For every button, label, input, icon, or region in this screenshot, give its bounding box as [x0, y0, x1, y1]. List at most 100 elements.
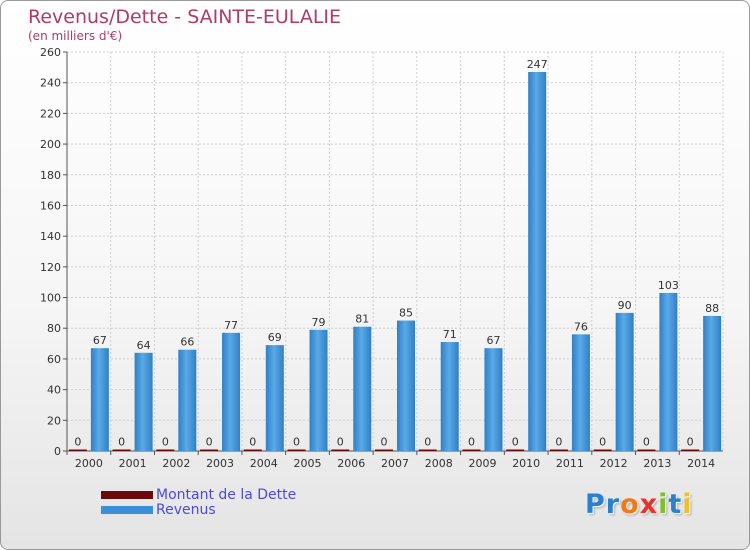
- x-tick-label: 2010: [512, 457, 540, 470]
- legend-swatch-dette: [101, 491, 153, 499]
- x-tick-label: 2004: [250, 457, 278, 470]
- data-label-dette: 0: [555, 436, 562, 449]
- bar-revenus: [222, 332, 241, 451]
- y-tick-label: 240: [40, 77, 61, 90]
- data-label-revenus: 67: [93, 334, 107, 347]
- data-label-revenus: 247: [527, 58, 548, 71]
- data-label-dette: 0: [118, 436, 125, 449]
- data-label-dette: 0: [337, 436, 344, 449]
- bar-revenus: [178, 349, 197, 451]
- x-tick-label: 2006: [337, 457, 365, 470]
- bar-dette: [549, 449, 568, 451]
- bar-dette: [637, 449, 656, 451]
- y-tick-label: 0: [54, 445, 61, 458]
- bar-dette: [68, 449, 87, 451]
- logo-letter: r: [605, 489, 621, 520]
- x-tick-label: 2002: [162, 457, 190, 470]
- bar-revenus: [659, 292, 678, 451]
- labels: 0 20 40 60 80 100 120 140 160 180 200 220 240 260 2000…: [40, 46, 719, 470]
- bar-revenus: [484, 348, 503, 451]
- data-label-dette: 0: [293, 436, 300, 449]
- x-tick-label: 2008: [425, 457, 453, 470]
- logo-letter: P: [585, 489, 606, 520]
- y-tick-label: 140: [40, 230, 61, 243]
- bar-dette: [375, 449, 393, 451]
- bar-revenus: [703, 315, 722, 451]
- legend-label-revenus: Revenus: [156, 502, 216, 518]
- y-tick-label: 160: [40, 199, 61, 212]
- y-tick-label: 80: [47, 322, 61, 335]
- bar-revenus: [397, 320, 415, 451]
- x-tick-label: 2012: [600, 457, 628, 470]
- bar-revenus: [615, 312, 634, 451]
- legend-label-dette: Montant de la Dette: [156, 487, 297, 503]
- data-label-dette: 0: [512, 436, 519, 449]
- data-label-revenus: 81: [355, 313, 369, 326]
- bar-revenus: [528, 71, 547, 451]
- chart-title: Revenus/Dette - SAINTE-EULALIE: [28, 6, 342, 28]
- bar-dette: [156, 449, 175, 451]
- bar-revenus: [353, 326, 372, 451]
- x-tick-label: 2007: [381, 457, 409, 470]
- data-label-revenus: 71: [443, 328, 457, 341]
- logo-letter: x: [639, 489, 659, 520]
- data-label-revenus: 69: [268, 331, 282, 344]
- bar-dette: [112, 449, 131, 451]
- bar-dette: [200, 449, 219, 451]
- x-tick-label: 2014: [687, 457, 715, 470]
- logo-letter: i: [658, 489, 669, 520]
- data-label-revenus: 76: [574, 320, 588, 333]
- bar-dette: [681, 449, 700, 451]
- bars: [68, 71, 722, 451]
- x-tick-label: 2009: [468, 457, 496, 470]
- logo-letter: i: [682, 489, 693, 520]
- data-label-revenus: 79: [312, 316, 326, 329]
- data-label-revenus: 88: [705, 302, 719, 315]
- bar-revenus: [265, 345, 284, 451]
- legend-swatch-revenus: [101, 506, 153, 514]
- data-label-revenus: 66: [180, 336, 194, 349]
- x-tick-label: 2003: [206, 457, 234, 470]
- y-tick-label: 180: [40, 169, 61, 182]
- bar-dette: [243, 449, 262, 451]
- data-label-revenus: 90: [618, 299, 632, 312]
- y-tick-label: 60: [47, 353, 61, 366]
- axes: [63, 51, 723, 455]
- data-label-dette: 0: [206, 436, 213, 449]
- logo-letter: o: [620, 489, 640, 520]
- bar-revenus: [309, 329, 328, 451]
- logo-letter: t: [668, 489, 683, 520]
- y-tick-label: 20: [47, 414, 61, 427]
- data-label-revenus: 85: [399, 307, 413, 320]
- data-label-revenus: 67: [486, 334, 500, 347]
- data-label-dette: 0: [381, 436, 388, 449]
- data-label-dette: 0: [249, 436, 256, 449]
- data-label-dette: 0: [162, 436, 169, 449]
- data-label-dette: 0: [74, 436, 81, 449]
- proxiti-logo: Proxiti: [585, 489, 693, 520]
- x-tick-label: 2013: [643, 457, 671, 470]
- y-tick-label: 40: [47, 384, 61, 397]
- bar-dette: [418, 449, 437, 451]
- bar-dette: [593, 449, 612, 451]
- bar-revenus: [134, 352, 153, 451]
- y-tick-label: 260: [40, 46, 61, 59]
- data-label-dette: 0: [687, 436, 694, 449]
- x-tick-label: 2011: [556, 457, 584, 470]
- data-label-dette: 0: [643, 436, 650, 449]
- y-tick-label: 220: [40, 107, 61, 120]
- bar-revenus: [440, 342, 459, 451]
- bar-dette: [331, 449, 350, 451]
- y-tick-label: 100: [40, 292, 61, 305]
- data-label-dette: 0: [599, 436, 606, 449]
- chart-subtitle: (en milliers d'€): [28, 29, 123, 43]
- bar-dette: [506, 449, 525, 451]
- y-tick-label: 200: [40, 138, 61, 151]
- data-label-revenus: 103: [658, 279, 679, 292]
- data-label-revenus: 77: [224, 319, 238, 332]
- x-tick-label: 2000: [75, 457, 103, 470]
- x-tick-label: 2005: [294, 457, 322, 470]
- data-label-dette: 0: [468, 436, 475, 449]
